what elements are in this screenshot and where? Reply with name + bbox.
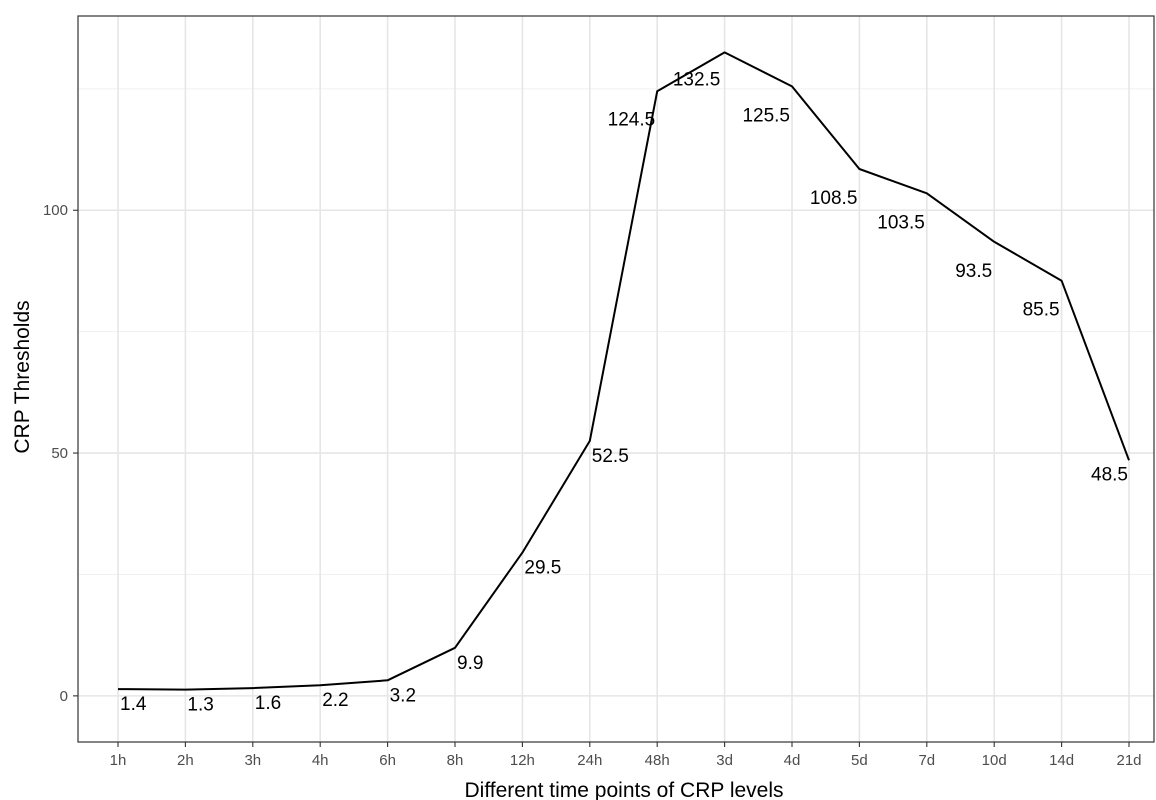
- data-label: 124.5: [608, 109, 656, 130]
- data-label: 29.5: [524, 558, 561, 579]
- x-tick-label: 4d: [784, 752, 801, 769]
- data-label: 125.5: [742, 105, 790, 126]
- y-tick-label: 0: [60, 688, 68, 705]
- data-label: 132.5: [673, 69, 721, 90]
- y-tick-label: 50: [51, 445, 68, 462]
- data-label: 1.4: [120, 694, 147, 715]
- y-axis-ticks: 0 50 100: [43, 202, 78, 705]
- x-tick-label: 3d: [716, 752, 733, 769]
- data-label: 108.5: [810, 188, 858, 209]
- x-tick-label: 7d: [918, 752, 935, 769]
- x-tick-label: 5d: [851, 752, 868, 769]
- data-labels: 1.4 1.3 1.6 2.2 3.2 9.9 29.5 52.5 124.5 132.5 125.…: [120, 69, 1128, 715]
- data-label: 9.9: [457, 653, 483, 674]
- series-line: [117, 51, 1130, 691]
- x-tick-label: 48h: [645, 752, 670, 769]
- data-label: 3.2: [390, 685, 416, 706]
- minor-gridlines: [78, 88, 1154, 575]
- x-axis-ticks: 1h 2h 3h 4h 6h 8h 12h 24h 48h 3d 4d 5d 7d 10d 14d 21d: [110, 742, 1142, 769]
- x-tick-label: 10d: [982, 752, 1007, 769]
- data-label: 93.5: [955, 261, 992, 282]
- x-tick-label: 24h: [577, 752, 602, 769]
- data-label: 52.5: [592, 446, 629, 467]
- data-label: 1.6: [255, 693, 281, 714]
- series-layer: [117, 51, 1130, 691]
- x-tick-label: 3h: [244, 752, 261, 769]
- x-tick-label: 1h: [110, 752, 127, 769]
- data-label: 2.2: [322, 690, 348, 711]
- major-gridlines: [78, 16, 1154, 742]
- x-tick-label: 8h: [447, 752, 464, 769]
- x-tick-label: 21d: [1116, 752, 1141, 769]
- y-axis-title: CRP Thresholds: [11, 300, 34, 453]
- x-tick-label: 6h: [379, 752, 396, 769]
- plot-panel-border: [77, 15, 1155, 743]
- data-label: 1.3: [187, 695, 213, 716]
- data-label: 103.5: [877, 212, 925, 233]
- y-tick-label: 100: [43, 202, 68, 219]
- x-tick-label: 4h: [312, 752, 329, 769]
- data-label: 48.5: [1091, 464, 1128, 485]
- x-tick-label: 14d: [1049, 752, 1074, 769]
- x-tick-label: 2h: [177, 752, 194, 769]
- x-tick-label: 12h: [510, 752, 535, 769]
- data-label: 85.5: [1023, 300, 1060, 321]
- x-axis-title: Different time points of CRP levels: [464, 779, 783, 800]
